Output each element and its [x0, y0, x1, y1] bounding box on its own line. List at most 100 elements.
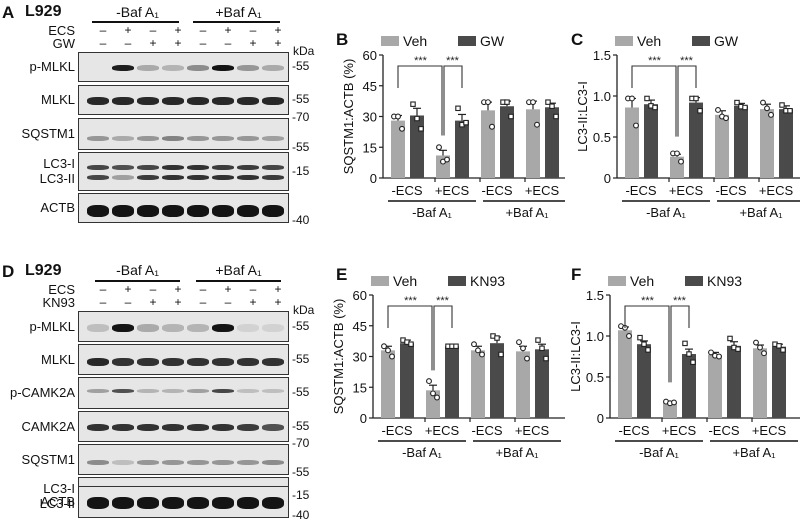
- significance-bracket: [631, 65, 677, 137]
- data-point: [549, 103, 555, 110]
- protein-band: [212, 165, 234, 171]
- protein-band: [237, 136, 259, 142]
- significance-label: ***: [680, 55, 694, 67]
- x-group-label: +Baf A₁: [505, 205, 549, 220]
- data-point: [485, 99, 491, 106]
- data-point: [455, 105, 461, 112]
- data-point: [645, 347, 651, 353]
- treatment-sign: –: [199, 23, 207, 37]
- protein-band: [112, 323, 134, 332]
- bar-gw: [689, 102, 703, 178]
- protein-band: [137, 497, 159, 509]
- protein-band: [212, 497, 234, 509]
- x-category-label: -ECS: [708, 423, 739, 438]
- panel-a-cell-line: L929: [25, 3, 62, 20]
- x-category-label: +ECS: [662, 423, 697, 438]
- blot-mlkl: [78, 85, 289, 115]
- data-point: [520, 345, 526, 352]
- bar-kn93: [727, 345, 741, 418]
- data-point: [633, 122, 639, 129]
- protein-band: [137, 388, 159, 393]
- panel-d-group-line: [196, 280, 281, 282]
- y-tick-label: 45: [363, 79, 377, 94]
- protein-band: [112, 358, 134, 367]
- blot-sqstm1: [78, 118, 289, 150]
- data-point: [436, 144, 442, 151]
- y-tick-label: 30: [363, 110, 377, 125]
- legend-label-treat: KN93: [707, 273, 742, 289]
- bar-veh: [708, 354, 722, 418]
- panel-a-group-plus-baf: +Baf A₁: [215, 4, 262, 20]
- data-point: [498, 351, 504, 358]
- significance-label: ***: [446, 55, 460, 67]
- data-point: [553, 113, 559, 120]
- protein-band: [112, 424, 134, 431]
- protein-band: [87, 97, 109, 105]
- protein-band: [187, 65, 209, 71]
- x-category-label: -ECS: [618, 423, 649, 438]
- treatment-sign: –: [124, 295, 132, 309]
- panel-a-group-line: [193, 21, 280, 23]
- legend-label-veh: Veh: [637, 33, 661, 49]
- data-point: [426, 378, 432, 385]
- protein-band: [212, 97, 234, 105]
- bar-kn93: [490, 343, 504, 418]
- data-point: [641, 341, 647, 347]
- protein-band: [187, 388, 209, 393]
- data-point: [716, 353, 722, 360]
- protein-band: [262, 358, 284, 367]
- protein-band: [212, 136, 234, 142]
- mw-marker: -40: [292, 508, 310, 522]
- treatment-sign: –: [99, 23, 107, 37]
- protein-band: [162, 323, 184, 332]
- bar-kn93: [400, 343, 414, 418]
- bar-veh: [516, 351, 530, 418]
- protein-band: [187, 497, 209, 509]
- blot-actb: [78, 486, 289, 518]
- significance-bracket: [677, 65, 697, 137]
- protein-band: [237, 424, 259, 431]
- legend-label-treat: KN93: [470, 273, 505, 289]
- protein-band: [87, 323, 109, 332]
- legend-swatch-treat: [448, 276, 466, 286]
- y-tick-label: 0: [370, 171, 377, 186]
- protein-band: [137, 204, 159, 217]
- protein-band: [262, 204, 284, 217]
- protein-band: [262, 424, 284, 431]
- bar-veh: [663, 402, 677, 418]
- blot-mlkl: [78, 344, 289, 375]
- data-point: [757, 344, 763, 351]
- protein-band: [237, 459, 259, 465]
- data-point: [516, 339, 522, 346]
- protein-band: [112, 204, 134, 217]
- bar-kn93: [772, 346, 786, 418]
- data-point: [753, 339, 759, 346]
- x-category-label: -ECS: [625, 183, 656, 198]
- bar-gw: [455, 120, 469, 178]
- protein-band: [137, 323, 159, 332]
- data-point: [734, 99, 740, 106]
- treatment-sign: +: [149, 36, 157, 50]
- treatment-sign: –: [99, 282, 107, 296]
- protein-band: [187, 136, 209, 142]
- x-category-label: +ECS: [759, 183, 794, 198]
- protein-band: [87, 204, 109, 217]
- data-point: [524, 355, 530, 362]
- protein-band: [162, 204, 184, 217]
- blot-label-lc3-ii: LC3-II: [39, 171, 75, 186]
- legend-label-veh: Veh: [630, 273, 654, 289]
- panel-a-kda-header: kDa: [293, 44, 315, 58]
- x-group-label: -Baf A₁: [412, 205, 452, 220]
- data-point: [697, 108, 703, 114]
- protein-band: [262, 388, 284, 393]
- y-tick-label: 60: [363, 48, 377, 63]
- mw-marker: -55: [292, 418, 310, 433]
- treatment-sign: +: [224, 282, 232, 296]
- protein-band: [162, 136, 184, 142]
- blot-p-mlkl: [78, 311, 289, 342]
- data-point: [787, 108, 793, 114]
- protein-band: [87, 424, 109, 431]
- data-point: [410, 101, 416, 107]
- protein-band: [187, 97, 209, 105]
- legend-swatch-treat: [685, 276, 703, 286]
